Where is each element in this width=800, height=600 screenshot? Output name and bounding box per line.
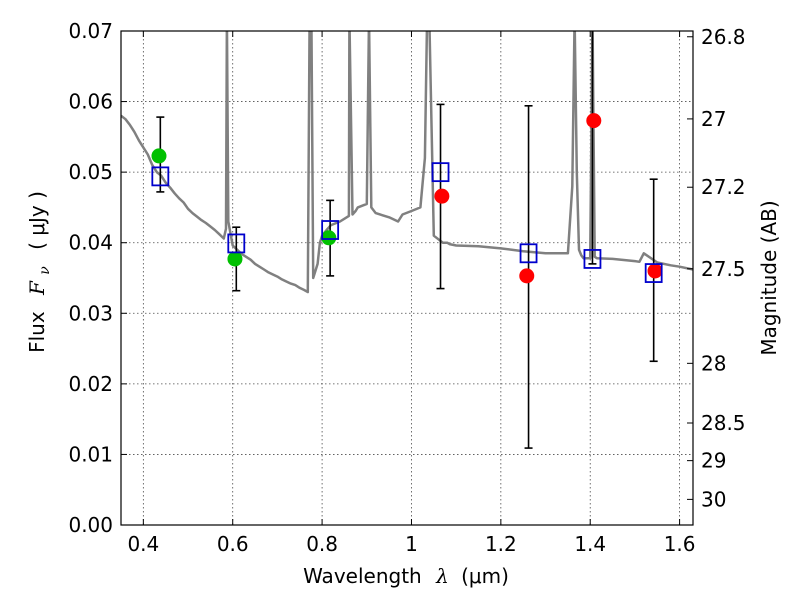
- ticks: 0.4 0.6 0.8 1 1.2 1.4 1.6 0.00 0.01 0.02 0.03 0.04 0…: [68, 19, 745, 556]
- y-tick-label: 0.07: [68, 19, 113, 43]
- model-square-marker: [151, 166, 170, 187]
- green-data-point: [151, 148, 167, 164]
- red-data-point: [434, 188, 450, 204]
- model-square-marker: [519, 243, 538, 264]
- x-tick-label: 0.8: [306, 532, 338, 556]
- model-square-marker: [431, 162, 450, 183]
- plot-area: [121, 31, 693, 449]
- y-axis-label-subscript: ν: [37, 266, 53, 275]
- y-tick-label: 0.00: [68, 513, 113, 537]
- y-tick-label: 0.06: [68, 90, 113, 114]
- x-tick-label: 0.4: [127, 532, 159, 556]
- plot-frame: [120, 30, 694, 526]
- y2-axis-label: Magnitude (AB): [757, 200, 781, 355]
- y-tick-label: 0.04: [68, 231, 113, 255]
- green-data-point: [227, 251, 243, 267]
- x-axis-label-symbol: λ: [435, 564, 449, 588]
- y2-tick-label: 27.5: [701, 257, 746, 281]
- model-square-marker: [321, 220, 340, 240]
- red-data-point: [519, 268, 535, 284]
- red-data-point: [647, 263, 663, 279]
- y2-tick-label: 28: [701, 351, 726, 375]
- x-axis-label: Wavelength λ (μm): [303, 564, 509, 588]
- y2-tick-label: 30: [701, 487, 726, 511]
- y2-tick-label: 27.2: [701, 175, 746, 199]
- y-tick-label: 0.03: [68, 301, 113, 325]
- x-tick-label: 1: [405, 532, 418, 556]
- model-square-marker: [227, 233, 246, 254]
- green-data-point: [321, 230, 337, 246]
- spectrum-line: [121, 31, 693, 294]
- y-axis-label-unit: ( μJy ): [25, 191, 49, 250]
- y-tick-label: 0.05: [68, 160, 113, 184]
- model-square-marker: [583, 249, 602, 269]
- y2-tick-label: 26.8: [701, 25, 746, 49]
- y-axis-label: Flux F ν ( μJy ): [25, 191, 54, 353]
- y-tick-label: 0.01: [68, 442, 113, 466]
- model-square-marker: [644, 263, 663, 283]
- red-data-point: [586, 113, 602, 129]
- x-tick-label: 1.6: [664, 532, 696, 556]
- x-tick-label: 0.6: [217, 532, 249, 556]
- y2-tick-label: 27: [701, 107, 726, 131]
- y-axis-label-symbol: F: [25, 280, 49, 296]
- x-tick-label: 1.2: [485, 532, 517, 556]
- y-axis-label-text: Flux: [25, 311, 49, 353]
- grid: [121, 31, 693, 525]
- y2-tick-label: 28.5: [701, 411, 746, 435]
- x-axis-label-unit: (μm): [461, 564, 509, 588]
- y-tick-label: 0.02: [68, 372, 113, 396]
- y2-tick-label: 29: [701, 449, 726, 473]
- x-tick-label: 1.4: [574, 532, 606, 556]
- x-axis-label-text: Wavelength: [303, 564, 422, 588]
